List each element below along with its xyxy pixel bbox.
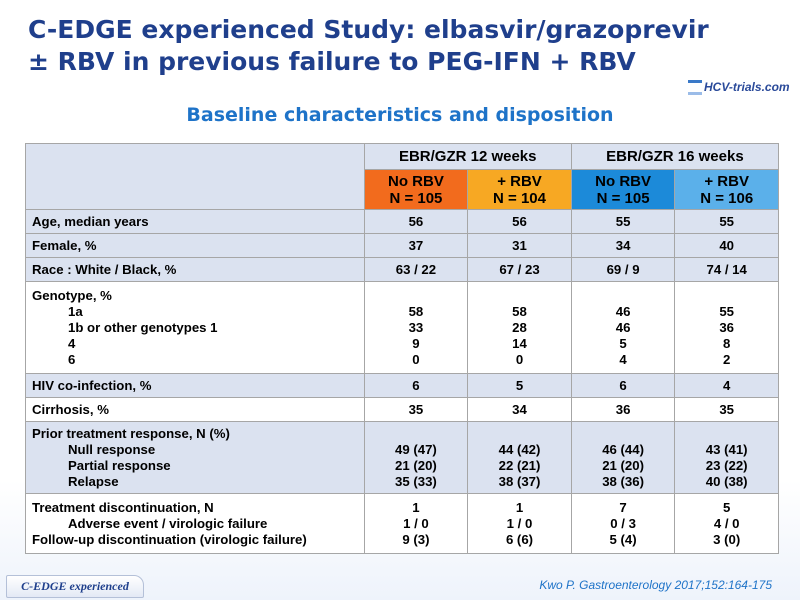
- row-label: HIV co-infection, %: [25, 373, 365, 398]
- row-label: Female, %: [25, 233, 365, 258]
- cell-value: 6: [363, 373, 469, 398]
- cell-value: 34: [467, 397, 572, 422]
- cell-value: 43 (41) 23 (22) 40 (38): [674, 421, 779, 494]
- hcv-trials-logo: HCV-trials.com: [688, 80, 790, 96]
- cell-value: 55: [674, 209, 779, 234]
- cell-value: 63 / 22: [363, 257, 469, 282]
- cell-value: 4: [674, 373, 779, 398]
- table-row-genotype: Genotype, % 1a 1b or other genotypes 1 4…: [25, 281, 779, 374]
- logo-mark-icon: [688, 80, 702, 96]
- table-subtitle: Baseline characteristics and disposition: [186, 104, 614, 126]
- cell-value: 34: [570, 233, 676, 258]
- cell-value: 40: [674, 233, 779, 258]
- cell-value: 31: [467, 233, 572, 258]
- baseline-table: EBR/GZR 12 weeks EBR/GZR 16 weeks No RBV…: [25, 143, 780, 554]
- table-row-cirrhosis: Cirrhosis, % 35 34 36 35: [25, 397, 779, 422]
- cell-value: 69 / 9: [570, 257, 676, 282]
- arm-header-12w-rbv: + RBV N = 104: [467, 169, 572, 210]
- title-line-1: C-EDGE experienced Study: elbasvir/grazo…: [28, 15, 709, 44]
- group-header-12w: EBR/GZR 12 weeks: [363, 143, 572, 170]
- citation: Kwo P. Gastroenterology 2017;152:164-175: [539, 578, 772, 592]
- row-label: Age, median years: [25, 209, 365, 234]
- study-tag: C-EDGE experienced: [6, 575, 144, 598]
- header-blank-cell: [25, 143, 365, 210]
- row-label-genotype: Genotype, % 1a 1b or other genotypes 1 4…: [25, 281, 365, 374]
- cell-value: 44 (42) 22 (21) 38 (37): [467, 421, 572, 494]
- cell-value: 58 28 14 0: [467, 281, 572, 374]
- cell-value: 36: [570, 397, 676, 422]
- cell-value: 67 / 23: [467, 257, 572, 282]
- group-header-row: EBR/GZR 12 weeks EBR/GZR 16 weeks: [25, 143, 780, 210]
- row-label-prior-response: Prior treatment response, N (%) Null res…: [25, 421, 365, 494]
- cell-value: 6: [570, 373, 676, 398]
- row-label: Race : White / Black, %: [25, 257, 365, 282]
- table-row-prior-response: Prior treatment response, N (%) Null res…: [25, 421, 779, 494]
- cell-value: 56: [467, 209, 572, 234]
- cell-value: 46 46 5 4: [570, 281, 676, 374]
- cell-value: 35: [674, 397, 779, 422]
- cell-value: 5: [467, 373, 572, 398]
- table-row-race: Race : White / Black, % 63 / 22 67 / 23 …: [25, 257, 779, 282]
- cell-value: 74 / 14: [674, 257, 779, 282]
- cell-value: 55: [570, 209, 676, 234]
- arm-header-16w-rbv: + RBV N = 106: [674, 169, 779, 210]
- logo-text: HCV-trials.com: [704, 80, 790, 94]
- arm-header-12w-no-rbv: No RBV N = 105: [363, 169, 469, 210]
- cell-value: 35: [363, 397, 469, 422]
- cell-value: 37: [363, 233, 469, 258]
- arm-header-16w-no-rbv: No RBV N = 105: [570, 169, 676, 210]
- group-header-16w: EBR/GZR 16 weeks: [570, 143, 780, 170]
- table-row-age: Age, median years 56 56 55 55: [25, 209, 779, 234]
- arm-header-row: No RBV N = 105 + RBV N = 104 No RBV N = 105…: [26, 169, 779, 210]
- cell-value: 55 36 8 2: [674, 281, 779, 374]
- cell-value: 58 33 9 0: [363, 281, 469, 374]
- cell-value: 56: [363, 209, 469, 234]
- table-row-female: Female, % 37 31 34 40: [25, 233, 779, 258]
- table-row-discontinuation: Treatment discontinuation, N Adverse eve…: [25, 493, 779, 554]
- table-row-hiv: HIV co-infection, % 6 5 6 4: [25, 373, 779, 398]
- cell-value: 49 (47) 21 (20) 35 (33): [363, 421, 469, 494]
- row-label-discontinuation: Treatment discontinuation, N Adverse eve…: [25, 493, 365, 554]
- cell-value: 46 (44) 21 (20) 38 (36): [570, 421, 676, 494]
- slide-title: C-EDGE experienced Study: elbasvir/grazo…: [28, 14, 768, 78]
- title-line-2: ± RBV in previous failure to PEG-IFN + R…: [28, 47, 636, 76]
- row-label: Cirrhosis, %: [25, 397, 365, 422]
